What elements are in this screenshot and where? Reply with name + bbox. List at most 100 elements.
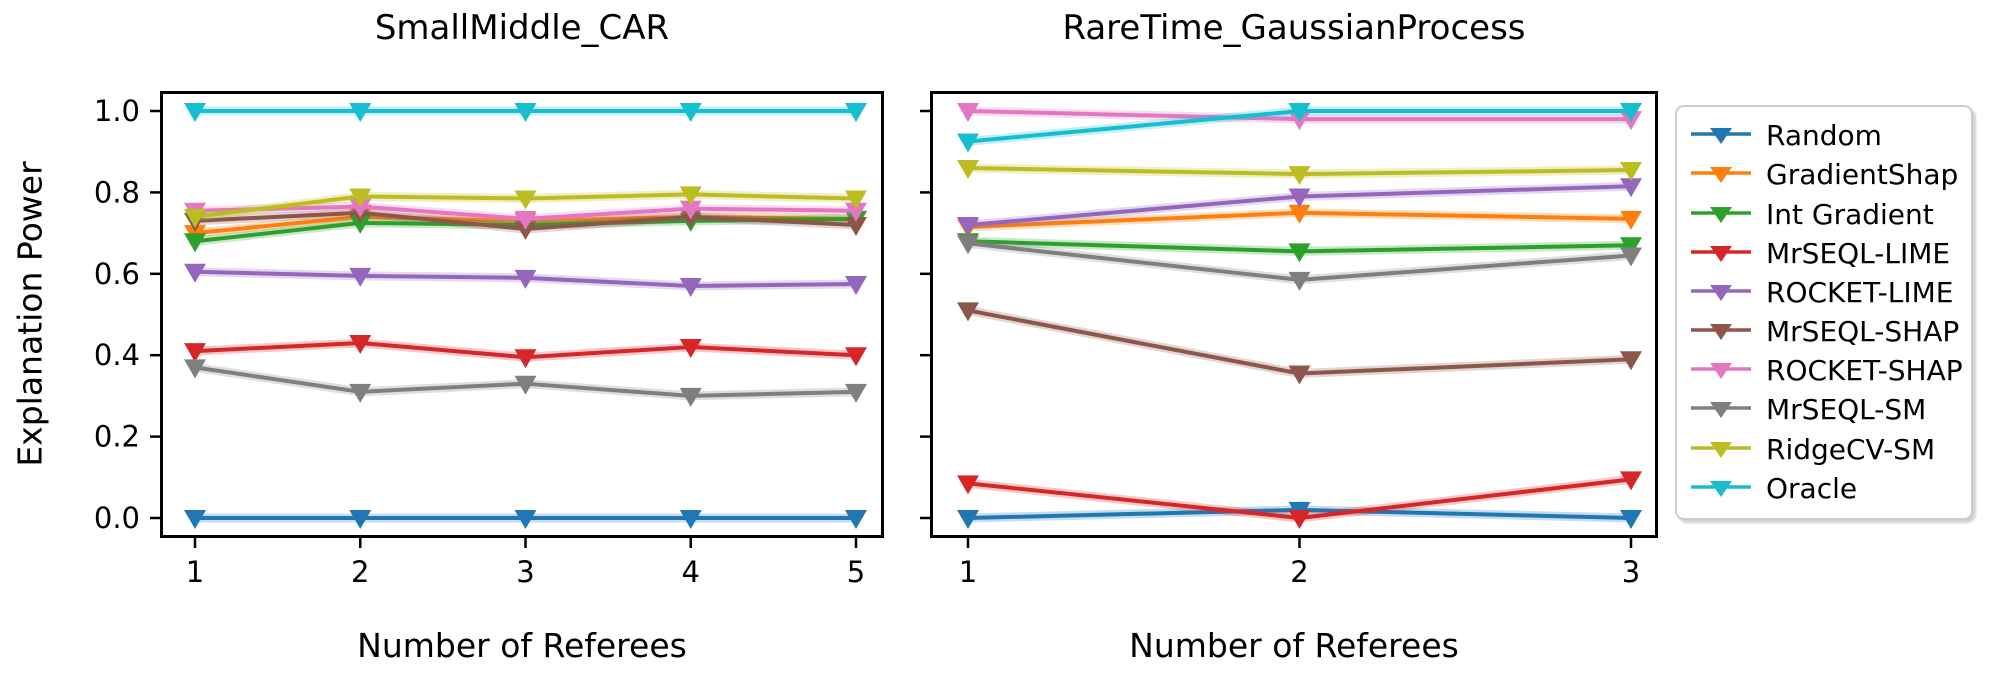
triangle-down-icon [957,216,979,236]
y-tick-label: 0.6 [94,257,140,291]
x-tick-label: 1 [186,555,204,589]
triangle-down-icon [1288,243,1311,263]
triangle-down-icon [349,214,372,234]
triangle-down-icon [679,186,702,206]
legend-marker-icon [1691,363,1751,380]
triangle-down-icon [845,202,867,222]
triangle-down-icon [514,221,537,241]
legend-item-label: MrSEQL-LIME [1766,236,1951,270]
triangle-down-icon [957,103,979,122]
legend-marker-icon [1691,402,1751,419]
triangle-down-icon [1620,247,1642,267]
legend-item-label: MrSEQL-SM [1766,393,1927,427]
triangle-down-icon [1288,365,1311,385]
legend-marker-icon [1691,167,1751,184]
triangle-down-icon [1710,167,1732,184]
legend-marker-icon [1691,480,1751,497]
legend-item-label: Oracle [1766,471,1858,505]
triangle-down-icon [1620,510,1642,529]
triangle-down-icon [514,190,537,210]
x-tick-label: 3 [1622,555,1640,589]
series-ridgecv-sm [184,186,867,228]
triangle-down-icon [957,302,979,322]
legend-item-label: Random [1766,119,1882,153]
triangle-down-icon [349,334,372,354]
triangle-down-icon [679,339,702,359]
x-tick-label: 2 [1290,555,1308,589]
legend-item-oracle: Oracle [1689,471,1967,505]
legend-marker-icon [1691,206,1751,223]
legend: Random GradientShap Int Gradient MrSEQL-LIM… [1675,105,1973,520]
triangle-down-icon [957,133,979,153]
triangle-down-icon [845,216,867,236]
legend-marker-icon [1691,284,1751,301]
series-random [184,510,867,529]
series-oracle [184,103,867,122]
series-ridgecv-sm [957,159,1642,186]
y-tick-label: 0.0 [94,501,140,535]
y-tick-label: 1.0 [94,94,140,128]
triangle-down-icon [1620,471,1642,491]
triangle-down-icon [1710,402,1732,419]
y-axis-label: Explanation Power [10,161,50,467]
legend-item-label: Int Gradient [1766,197,1934,231]
series-rocket-shap [184,198,867,230]
legend-marker-icon [1691,128,1751,145]
legend-item-int-gradient: Int Gradient [1689,197,1967,231]
legend-item-rocket-lime: ROCKET-LIME [1689,278,1967,307]
triangle-down-icon [957,159,979,179]
legend-item-label: RidgeCV-SM [1766,432,1936,466]
triangle-down-icon [349,188,372,208]
legend-marker-icon [1691,441,1751,458]
x-tick-label: 4 [682,555,700,589]
series-oracle [957,103,1642,153]
triangle-down-icon [1288,510,1311,529]
triangle-down-icon [679,387,702,407]
y-tick-label: 0.4 [94,338,140,372]
triangle-down-icon [1620,103,1642,122]
triangle-down-icon [1710,363,1732,380]
legend-item-rocket-shap: ROCKET-SHAP [1689,357,1967,385]
legend-item-random: Random [1689,122,1967,150]
triangle-down-icon [349,383,372,403]
y-tick-label: 0.8 [94,175,140,209]
triangle-down-icon [845,347,867,367]
triangle-down-icon [845,383,867,403]
triangle-down-icon [1620,178,1642,198]
triangle-down-icon [514,269,537,289]
triangle-down-icon [514,375,537,395]
legend-item-gradientshap: GradientShap [1689,161,1967,189]
series-rocket-lime [957,178,1642,236]
series-mrseql-lime [957,471,1642,529]
legend-marker-icon [1691,245,1751,262]
triangle-down-icon [1620,210,1642,230]
legend-item-label: ROCKET-SHAP [1766,354,1963,388]
x-tick-label: 1 [959,555,977,589]
triangle-down-icon [1710,324,1732,341]
series-rocket-lime [184,263,867,298]
triangle-down-icon [184,343,206,363]
x-tick-label: 2 [351,555,369,589]
triangle-down-icon [1710,480,1732,497]
triangle-down-icon [679,510,702,529]
triangle-down-icon [184,103,206,122]
legend-item-ridgecv-sm: RidgeCV-SM [1689,432,1967,466]
triangle-down-icon [1288,103,1311,122]
legend-marker-icon [1691,324,1751,341]
triangle-down-icon [845,190,867,210]
triangle-down-icon [957,475,979,495]
left-x-axis-label: Number of Referees [357,626,687,665]
legend-item-mrseql-sm: MrSEQL-SM [1689,396,1967,424]
series-line [966,308,1633,376]
left-chart-title: SmallMiddle_CAR [374,8,670,48]
triangle-down-icon [679,278,702,298]
triangle-down-icon [679,103,702,122]
legend-item-label: GradientShap [1766,158,1959,192]
x-tick-label: 5 [847,555,865,589]
axes-spines [160,91,884,538]
y-tick-label: 0.2 [94,420,140,454]
triangle-down-icon [184,359,206,379]
triangle-down-icon [1710,128,1732,145]
legend-item-mrseql-shap: MrSEQL-SHAP [1689,318,1967,346]
